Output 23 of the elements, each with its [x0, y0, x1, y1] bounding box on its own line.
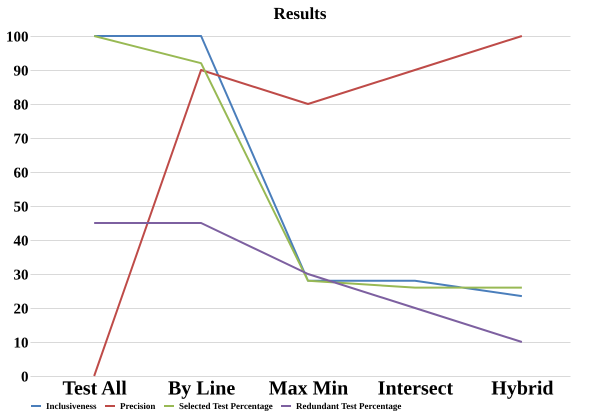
y-tick-label: 10	[14, 336, 28, 352]
y-tick-label: 60	[14, 166, 28, 182]
y-tick-label: 100	[6, 30, 28, 46]
chart-title: Results	[274, 4, 327, 23]
y-tick-label: 80	[14, 98, 28, 114]
legend-label: Redundant Test Percentage	[296, 401, 402, 411]
y-tick-label: 70	[14, 132, 28, 148]
x-tick-label: Test All	[62, 378, 128, 400]
x-tick-label: Intersect	[378, 378, 454, 400]
y-tick-label: 50	[14, 200, 28, 216]
y-tick-label: 20	[14, 302, 28, 318]
y-tick-label: 0	[21, 370, 28, 386]
y-tick-label: 90	[14, 64, 28, 80]
x-tick-label: By Line	[168, 378, 236, 400]
y-tick-label: 40	[14, 234, 28, 250]
line-series	[93, 222, 523, 343]
x-tick-label: Hybrid	[491, 378, 554, 400]
legend-label: Inclusiveness	[46, 401, 98, 411]
y-tick-label: 30	[14, 268, 28, 284]
x-tick-label: Max Min	[268, 378, 348, 400]
line-series	[93, 35, 523, 377]
legend-label: Selected Test Percentage	[179, 401, 273, 411]
legend-label: Precision	[120, 401, 156, 411]
